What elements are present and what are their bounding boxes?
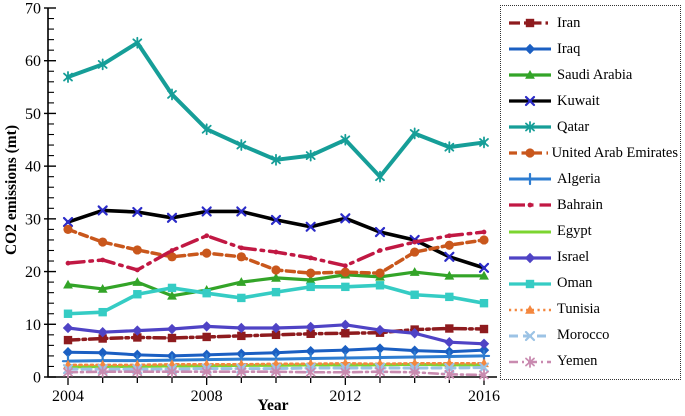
legend-line-swatch xyxy=(509,148,548,158)
legend-line-swatch xyxy=(509,279,551,288)
legend: Iran Iraq Saudi Arabia Kuwait Qatar United Ar… xyxy=(500,5,681,380)
legend-label: Israel xyxy=(557,249,590,266)
legend-item-united-arab-emirates: United Arab Emirates xyxy=(507,145,678,161)
legend-item-oman: Oman xyxy=(507,275,678,292)
svg-text:2004: 2004 xyxy=(52,388,84,405)
legend-item-yemen: Yemen xyxy=(507,353,678,370)
co2-line-chart: 0 10 20 30 40 50 60 70 2004 2008 2012 2016 xyxy=(25,1,500,406)
legend-line-swatch xyxy=(509,96,551,107)
x-axis-title: Year xyxy=(257,397,289,414)
legend-item-iraq: Iraq xyxy=(507,41,678,57)
legend-line-swatch xyxy=(509,18,551,28)
svg-text:30: 30 xyxy=(25,211,41,228)
legend-label: Qatar xyxy=(557,118,590,135)
legend-item-israel: Israel xyxy=(507,249,678,266)
legend-line-swatch xyxy=(509,203,551,208)
svg-text:2016: 2016 xyxy=(468,388,500,405)
svg-text:2008: 2008 xyxy=(191,388,223,405)
svg-text:40: 40 xyxy=(25,159,41,176)
legend-line-swatch xyxy=(509,230,551,234)
legend-label: Algeria xyxy=(557,170,601,187)
svg-text:0: 0 xyxy=(33,370,41,387)
svg-text:2012: 2012 xyxy=(329,388,361,405)
legend-line-swatch xyxy=(509,304,551,314)
legend-item-egypt: Egypt xyxy=(507,223,678,240)
svg-text:60: 60 xyxy=(25,53,41,70)
legend-label: Egypt xyxy=(557,223,592,240)
legend-line-swatch xyxy=(509,330,551,341)
legend-label: Iraq xyxy=(557,40,581,57)
legend-label: Iran xyxy=(557,14,581,31)
legend-line-swatch xyxy=(509,252,551,263)
legend-label: Yemen xyxy=(557,353,598,370)
legend-line-swatch xyxy=(509,70,551,79)
svg-text:10: 10 xyxy=(25,317,41,334)
legend-item-algeria: Algeria xyxy=(507,171,678,187)
legend-label: Oman xyxy=(557,275,593,292)
legend-line-swatch xyxy=(509,355,551,368)
legend-label: Saudi Arabia xyxy=(557,66,633,83)
legend-line-swatch xyxy=(509,43,551,55)
svg-text:70: 70 xyxy=(25,1,41,18)
legend-line-swatch xyxy=(509,121,551,134)
y-axis-title: CO2 emissions (mt) xyxy=(3,124,20,256)
legend-item-bahrain: Bahrain xyxy=(507,197,678,213)
legend-item-saudi-arabia: Saudi Arabia xyxy=(507,67,678,83)
legend-item-morocco: Morocco xyxy=(507,327,678,344)
legend-label: Tunisia xyxy=(557,301,600,318)
legend-line-swatch xyxy=(509,173,551,186)
legend-item-iran: Iran xyxy=(507,15,678,31)
legend-label: Morocco xyxy=(557,327,610,344)
legend-item-tunisia: Tunisia xyxy=(507,301,678,318)
legend-item-qatar: Qatar xyxy=(507,119,678,135)
legend-label: Bahrain xyxy=(557,196,603,213)
svg-text:50: 50 xyxy=(25,106,41,123)
legend-label: Kuwait xyxy=(557,92,600,109)
svg-text:20: 20 xyxy=(25,264,41,281)
legend-label: United Arab Emirates xyxy=(551,144,678,161)
legend-item-kuwait: Kuwait xyxy=(507,93,678,109)
